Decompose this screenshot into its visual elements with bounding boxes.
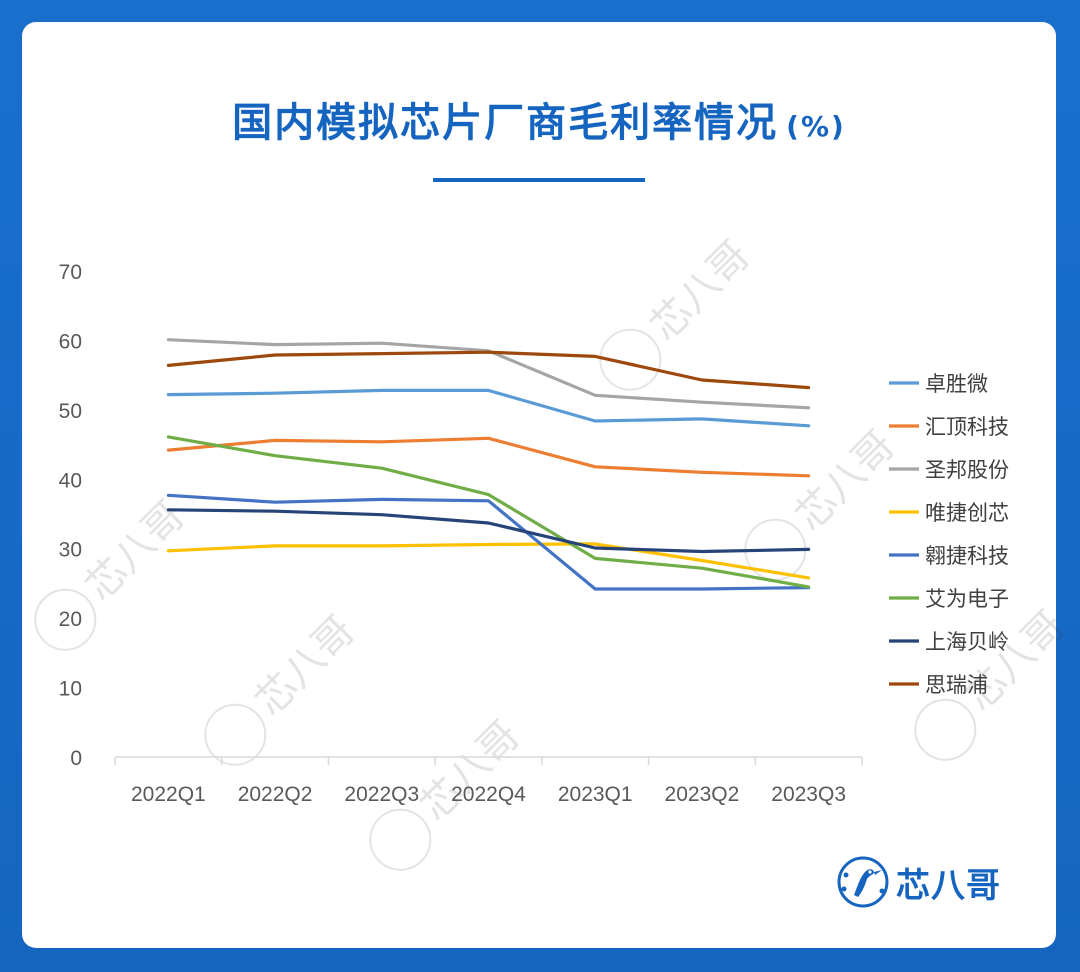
y-tick-label: 70 <box>59 261 82 284</box>
y-tick-label: 50 <box>59 400 82 423</box>
watermark-logo-icon <box>204 703 267 766</box>
watermark-logo-icon <box>34 588 97 651</box>
title-underline <box>433 178 645 182</box>
watermark-logo-icon <box>744 518 807 581</box>
watermark-text: 芯八哥 <box>412 712 529 829</box>
watermark: 芯八哥 <box>599 232 759 391</box>
y-tick-label: 30 <box>59 539 82 562</box>
chart-title-text: 国内模拟芯片厂商毛利率情况 <box>232 100 779 146</box>
series-line <box>166 542 811 580</box>
legend-label: 唯捷创芯 <box>925 501 1009 525</box>
legend-label: 思瑞浦 <box>925 673 988 697</box>
x-tick-label: 2022Q3 <box>344 783 419 806</box>
watermark-logo-icon <box>914 698 977 761</box>
axis-layer: 0 10 20 30 40 50 60 70 2022Q1 2022Q2 2022Q3 2022Q4 2… <box>59 261 863 806</box>
watermark: 芯八哥 <box>34 492 194 651</box>
series-line <box>166 338 811 410</box>
series-line <box>166 435 811 589</box>
watermark-logo-icon <box>369 808 432 871</box>
y-tick-label: 20 <box>59 608 82 631</box>
chart-title-unit: (%) <box>786 110 846 143</box>
watermark-text: 芯八哥 <box>787 422 904 539</box>
watermark-text: 芯八哥 <box>957 602 1074 719</box>
brand-name: 芯八哥 <box>896 865 1001 906</box>
watermark-logo-icon <box>599 328 662 391</box>
watermark-text: 芯八哥 <box>642 232 759 349</box>
x-tick-label: 2022Q2 <box>238 783 313 806</box>
legend-label: 翱捷科技 <box>925 544 1009 568</box>
y-tick-label: 60 <box>59 330 82 353</box>
x-tick-label: 2023Q1 <box>558 783 633 806</box>
chart-card: 国内模拟芯片厂商毛利率情况 (%) <box>22 22 1056 948</box>
chart-title: 国内模拟芯片厂商毛利率情况 (%) <box>22 90 1056 148</box>
watermark: 芯八哥 <box>204 607 364 766</box>
watermark: 芯八哥 <box>744 422 904 581</box>
legend-label: 艾为电子 <box>925 587 1009 611</box>
series-line <box>166 508 811 554</box>
y-tick-label: 0 <box>70 747 82 770</box>
x-tick-label: 2022Q1 <box>131 783 206 806</box>
brand-logo: 芯八哥 <box>836 855 1001 909</box>
x-tick-label: 2022Q4 <box>451 783 526 806</box>
series-line <box>166 436 811 478</box>
series-line <box>166 350 811 390</box>
x-tick-label: 2023Q3 <box>771 783 846 806</box>
legend-label: 汇顶科技 <box>925 415 1009 439</box>
bird-logo-icon <box>837 856 889 908</box>
legend-label: 圣邦股份 <box>925 458 1009 482</box>
series-line <box>166 493 811 591</box>
legend-label: 上海贝岭 <box>925 630 1009 654</box>
series-layer <box>166 338 811 591</box>
x-tick-label: 2023Q2 <box>665 783 740 806</box>
y-tick-label: 10 <box>59 678 82 701</box>
series-line <box>166 388 811 428</box>
legend-label: 卓胜微 <box>925 372 988 396</box>
y-tick-label: 40 <box>59 469 82 492</box>
watermark-text: 芯八哥 <box>247 607 364 724</box>
